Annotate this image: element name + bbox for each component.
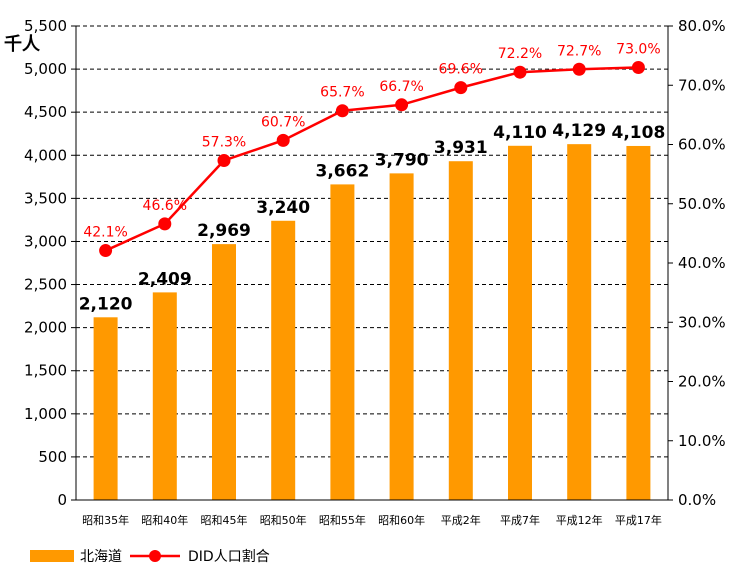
- bar-value-label: 4,110: [493, 123, 547, 143]
- bar: [152, 292, 177, 500]
- line-value-label: 66.7%: [379, 79, 423, 95]
- left-axis-unit: 千人: [4, 34, 41, 55]
- bar: [212, 244, 236, 500]
- right-tick-label: 20.0%: [678, 373, 726, 391]
- legend: 北海道 DID人口割合: [30, 548, 270, 565]
- bar: [567, 144, 592, 500]
- left-tick-label: 5,500: [24, 17, 67, 35]
- category-labels: 昭和35年 昭和40年 昭和45年 昭和50年 昭和55年 昭和60年 平成2年 平成7年 平成…: [82, 513, 662, 527]
- line-marker: [513, 65, 527, 79]
- bar-value-label: 3,240: [256, 198, 310, 218]
- bar: [508, 145, 532, 500]
- line-marker: [99, 244, 113, 258]
- bar-value-label: 3,931: [434, 138, 488, 158]
- left-tick-label: 5,000: [24, 60, 67, 78]
- bar-series: [93, 144, 651, 501]
- line-marker: [395, 98, 409, 112]
- left-tick-label: 2,500: [24, 276, 67, 294]
- category-label: 昭和45年: [201, 513, 248, 527]
- left-tick-label: 1,500: [24, 362, 67, 380]
- category-label: 平成7年: [500, 513, 540, 527]
- bar-value-label: 4,129: [552, 121, 606, 141]
- line-marker: [276, 133, 290, 147]
- bar: [626, 145, 651, 500]
- right-tick-label: 40.0%: [678, 254, 726, 272]
- line-value-label: 72.7%: [557, 43, 601, 59]
- category-label: 昭和40年: [141, 513, 188, 527]
- category-label: 平成17年: [615, 513, 662, 527]
- bar-value-label: 3,790: [375, 150, 429, 170]
- line-marker: [631, 60, 645, 74]
- legend-label-line: DID人口割合: [188, 548, 270, 565]
- right-tick-label: 70.0%: [678, 76, 726, 94]
- right-tick-label: 0.0%: [678, 491, 716, 509]
- category-label: 昭和60年: [378, 513, 425, 527]
- category-label: 平成12年: [556, 513, 603, 527]
- bar-value-label: 3,662: [316, 161, 370, 181]
- left-tick-label: 4,500: [24, 103, 67, 121]
- bar-value-label: 2,409: [138, 269, 192, 289]
- bar: [448, 161, 473, 500]
- bar-value-label: 4,108: [612, 123, 666, 143]
- category-label: 昭和35年: [82, 513, 129, 527]
- line-value-label: 69.6%: [439, 62, 483, 78]
- right-axis-ticks: 0.0% 10.0% 20.0% 30.0% 40.0% 50.0% 60.0% 70.0% 8…: [668, 17, 726, 509]
- left-tick-label: 3,000: [24, 232, 67, 250]
- right-tick-label: 50.0%: [678, 195, 726, 213]
- line-value-label: 60.7%: [261, 114, 305, 130]
- bar: [93, 317, 118, 500]
- line-marker: [572, 62, 586, 76]
- legend-marker-line: [149, 550, 161, 562]
- line-value-label: 73.0%: [616, 41, 660, 57]
- left-tick-label: 0: [57, 491, 67, 509]
- line-value-label: 72.2%: [498, 46, 542, 62]
- line-value-label: 46.6%: [143, 198, 187, 214]
- right-tick-label: 10.0%: [678, 432, 726, 450]
- legend-label-bar: 北海道: [80, 549, 122, 565]
- left-axis-ticks: 0 500 1,000 1,500 2,000 2,500 3,000 3,500 4,000 4…: [24, 17, 76, 509]
- right-tick-label: 60.0%: [678, 136, 726, 154]
- category-label: 平成2年: [441, 513, 481, 527]
- bar: [389, 173, 414, 500]
- category-label: 昭和55年: [319, 513, 366, 527]
- left-tick-label: 500: [38, 448, 67, 466]
- line-data-labels: 42.1% 46.6% 57.3% 60.7% 65.7% 66.7% 69.6% 72.2%…: [83, 41, 660, 240]
- line-marker: [335, 104, 349, 118]
- line-path: [105, 66, 639, 252]
- bar-value-label: 2,969: [197, 221, 251, 241]
- line-marker: [158, 217, 172, 231]
- legend-swatch-bar: [30, 550, 74, 562]
- left-tick-label: 4,000: [24, 146, 67, 164]
- line-value-label: 65.7%: [320, 85, 364, 101]
- category-label: 昭和50年: [260, 513, 307, 527]
- right-tick-label: 80.0%: [678, 17, 726, 35]
- left-tick-label: 1,000: [24, 405, 67, 423]
- line-series: [99, 60, 645, 258]
- bar: [330, 184, 355, 501]
- line-value-label: 42.1%: [83, 225, 127, 241]
- bar-value-label: 2,120: [79, 294, 133, 314]
- line-value-label: 57.3%: [202, 134, 246, 150]
- left-tick-label: 3,500: [24, 189, 67, 207]
- line-marker: [454, 81, 468, 95]
- right-tick-label: 30.0%: [678, 313, 726, 331]
- line-marker: [217, 153, 231, 167]
- bar: [271, 220, 296, 500]
- left-tick-label: 2,000: [24, 319, 67, 337]
